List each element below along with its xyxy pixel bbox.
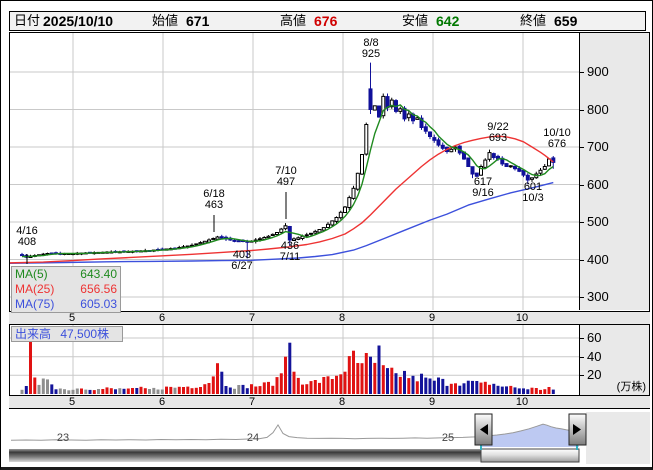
- date-value: 2025/10/10: [43, 13, 114, 29]
- volume-label-box: 出来高 47,500株: [11, 326, 123, 342]
- navigator-year-label: 25: [442, 432, 454, 444]
- svg-text:408: 408: [18, 236, 36, 248]
- selection-tick-right: [576, 444, 578, 450]
- ma5-legend-row: MA(5) 643.40: [15, 267, 117, 281]
- navigator-year-label: 24: [247, 432, 259, 444]
- month-label: 9: [428, 312, 436, 324]
- svg-text:4/16: 4/16: [16, 225, 37, 237]
- price-tick: [580, 72, 584, 73]
- low-value: 642: [436, 13, 460, 29]
- price-tick: [580, 222, 584, 223]
- open-value: 671: [186, 13, 210, 29]
- svg-text:8/8: 8/8: [363, 37, 378, 49]
- volume-tick: [580, 338, 584, 339]
- close-label: 終値: [520, 13, 547, 28]
- svg-text:9/16: 9/16: [472, 187, 493, 199]
- low-label: 安値: [402, 13, 429, 28]
- month-axis-bottom: 5 6 7 8 9 10: [9, 395, 650, 409]
- chevron-left-icon: [480, 424, 488, 435]
- ma75-legend-row: MA(75) 605.03: [15, 297, 117, 311]
- navigator-history-line: [10, 423, 580, 441]
- quote-info-bar: 日付 2025/10/10 始値 671 高値 676 安値 642 終値 65…: [9, 11, 646, 31]
- volume-tick: [580, 375, 584, 376]
- svg-text:9/22: 9/22: [487, 121, 508, 133]
- price-tick: [580, 260, 584, 261]
- close-value: 659: [554, 13, 578, 29]
- volume-tick-label: 60: [587, 330, 602, 345]
- scrollbar-thumb[interactable]: [480, 448, 580, 463]
- month-label: 8: [338, 312, 346, 324]
- high-value: 676: [314, 13, 338, 29]
- svg-text:10/10: 10/10: [543, 127, 571, 139]
- high-label: 高値: [280, 13, 307, 28]
- price-chart-panel: 4/16 408 6/18 463 7/10 497 403 6/27 436 7/11 8/8 92…: [9, 32, 650, 313]
- month-label: 7: [248, 312, 256, 324]
- price-tick: [580, 185, 584, 186]
- scrollbar-track[interactable]: [9, 449, 579, 462]
- price-tick: [580, 110, 584, 111]
- navigator-left-handle[interactable]: [474, 413, 493, 446]
- open-label: 始値: [152, 13, 179, 28]
- price-tick-label: 500: [587, 214, 609, 229]
- month-label: 6: [158, 396, 166, 408]
- svg-text:7/10: 7/10: [275, 165, 296, 177]
- month-label: 9: [428, 396, 436, 408]
- navigator-selection: [481, 424, 579, 447]
- svg-text:601: 601: [524, 181, 542, 193]
- volume-panel: 60 40 20 (万株) 出来高 47,500株: [9, 324, 650, 396]
- month-label: 10: [515, 396, 529, 408]
- volume-axis: 60 40 20 (万株): [579, 325, 649, 395]
- chevron-right-icon: [573, 424, 581, 435]
- svg-text:497: 497: [277, 176, 295, 188]
- svg-text:403: 403: [233, 249, 251, 261]
- navigator: 23 24 25: [9, 412, 650, 464]
- price-tick: [580, 297, 584, 298]
- svg-text:7/11: 7/11: [280, 251, 301, 263]
- navigator-right-panel: [586, 412, 650, 464]
- month-label: 8: [338, 396, 346, 408]
- month-axis-top: 5 6 7 8 9 10: [9, 311, 650, 325]
- month-label: 10: [515, 312, 529, 324]
- price-tick-label: 700: [587, 139, 609, 154]
- navigator-right-handle[interactable]: [568, 413, 587, 446]
- price-tick-label: 300: [587, 289, 609, 304]
- month-label: 5: [68, 396, 76, 408]
- price-tick-label: 600: [587, 177, 609, 192]
- date-label: 日付: [14, 13, 41, 28]
- svg-text:10/3: 10/3: [522, 192, 543, 204]
- svg-text:6/27: 6/27: [231, 260, 252, 272]
- volume-tick-label: 40: [587, 349, 602, 364]
- svg-text:617: 617: [474, 176, 492, 188]
- svg-text:463: 463: [205, 199, 223, 211]
- price-axis: 900 800 700 600 500 400 300: [579, 33, 649, 310]
- ma-legend: MA(5) 643.40 MA(25) 656.56 MA(75) 605.03: [11, 266, 121, 313]
- selection-tick-left: [480, 444, 482, 450]
- volume-unit-label: (万株): [616, 381, 646, 393]
- price-tick-label: 900: [587, 64, 609, 79]
- svg-text:925: 925: [362, 48, 380, 60]
- price-tick: [580, 147, 584, 148]
- svg-text:693: 693: [489, 132, 507, 144]
- month-label: 6: [158, 312, 166, 324]
- month-label: 7: [248, 396, 256, 408]
- svg-text:6/18: 6/18: [203, 188, 224, 200]
- volume-tick-label: 20: [587, 367, 602, 382]
- ma25-legend-row: MA(25) 656.56: [15, 282, 117, 296]
- month-label: 5: [68, 312, 76, 324]
- volume-value: 47,500株: [60, 327, 110, 341]
- volume-label: 出来高: [15, 327, 52, 341]
- volume-tick: [580, 357, 584, 358]
- navigator-year-label: 23: [57, 432, 69, 444]
- svg-text:676: 676: [548, 138, 566, 150]
- price-tick-label: 400: [587, 252, 609, 267]
- svg-text:436: 436: [281, 240, 299, 252]
- volume-chart: [10, 325, 579, 395]
- price-tick-label: 800: [587, 102, 609, 117]
